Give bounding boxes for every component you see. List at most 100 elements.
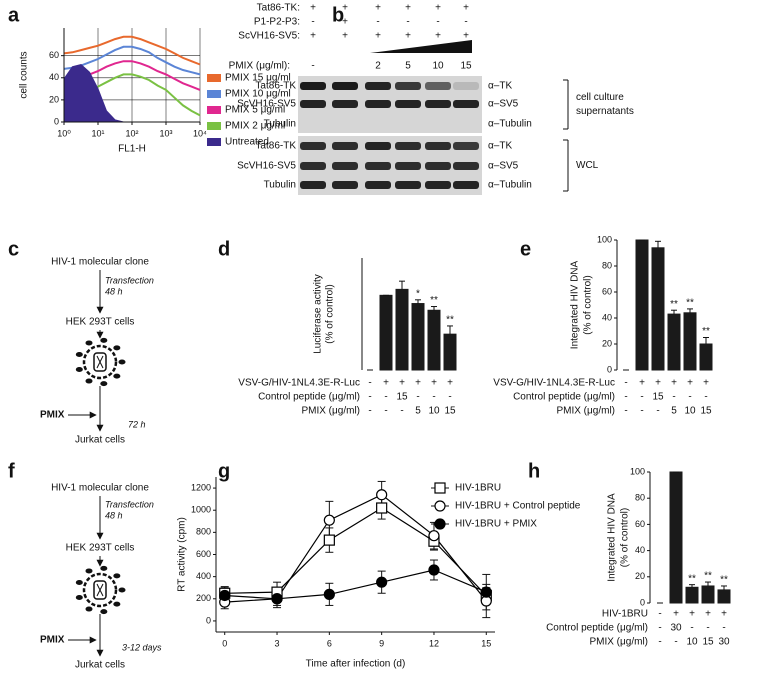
bar [443,333,457,371]
panel-label: g [218,460,230,482]
condition-value: 30 [718,637,730,648]
condition-value: + [687,378,693,389]
condition-value: - [406,17,409,28]
series-line [224,507,487,596]
condition-value: - [624,378,627,389]
virion-icon [113,373,121,379]
condition-value: - [384,392,387,403]
virion-icon [75,351,83,357]
antibody-label: α–SV5 [488,161,519,172]
legend-swatch [207,122,221,130]
condition-value: + [435,3,441,14]
blot-band [395,142,421,150]
blot-band [365,142,391,150]
condition-value: + [375,31,381,42]
legend-marker [434,500,446,512]
virion-icon [113,345,121,351]
marker [376,576,388,588]
panel-label: a [8,4,20,26]
condition-value: 30 [670,623,682,634]
y-tick-label: 1000 [191,505,211,515]
blot-band [332,82,358,90]
condition-value: + [463,31,469,42]
blot-band [395,100,421,108]
legend-marker [434,482,446,494]
antibody-label: α–TK [488,81,512,92]
condition-value: - [690,623,693,634]
panel-label: d [218,238,230,260]
protein-label: ScVH16-SV5 [237,99,296,110]
condition-value: - [368,392,371,403]
condition-value: + [399,378,405,389]
legend-label: PMIX 2 μg/ml [225,121,285,132]
y-tick-label: 20 [49,94,59,104]
condition-value: + [689,609,695,620]
virion-icon [85,568,93,574]
virion-icon [75,579,83,585]
blot-band [395,162,421,170]
y-tick-label: 100 [597,234,612,244]
condition-value: 15 [700,406,712,417]
condition-value: + [705,609,711,620]
y-axis-label: Luciferase activity [313,274,324,353]
condition-label: VSV-G/HIV-1NL4.3E-R-Luc [493,378,615,389]
y-axis-label: RT activity (cpm) [177,517,188,592]
condition-value: - [656,406,659,417]
legend-label: PMIX 5 μg/ml [225,105,285,116]
condition-value: + [405,3,411,14]
x-tick-label: 3 [275,638,280,648]
condition-value: + [673,609,679,620]
y-tick-label: 40 [49,72,59,82]
condition-value: - [658,637,661,648]
y-tick-label: 100 [630,466,645,476]
condition-value: - [436,17,439,28]
transfection-label: 48 h [105,286,123,296]
x-tick-label: 10⁰ [57,128,71,138]
bar [699,343,713,371]
blot-band [300,82,326,90]
blot-band [453,181,479,189]
legend-label: HIV-1BRU + PMIX [455,519,537,530]
blot-band [365,82,391,90]
bar [651,247,665,371]
transfection-label: Transfection [105,499,154,509]
panel-label: h [528,460,540,482]
blot-band [332,162,358,170]
bar [685,586,699,604]
group-label: cell culture [576,92,624,103]
condition-value: 15 [652,392,664,403]
bar [427,309,441,371]
condition-label: HIV-1BRU [602,609,648,620]
legend-swatch [207,90,221,98]
condition-value: - [376,17,379,28]
protein-label: Tat86-TK [255,81,296,92]
condition-label: P1-P2-P3: [254,17,300,28]
antibody-label: α–SV5 [488,99,519,110]
condition-value: - [368,378,371,389]
condition-value: + [639,378,645,389]
y-tick-label: 0 [640,597,645,607]
significance: ** [670,299,678,310]
bar [701,585,715,604]
marker [428,564,440,576]
protein-label: Tubulin [264,180,296,191]
condition-value: 5 [671,406,677,417]
dna-icon [96,355,104,369]
condition-value: + [435,31,441,42]
blot-band [332,181,358,189]
condition-label: PMIX (μg/ml) [589,637,648,648]
y-axis-label: (% of control) [620,508,631,567]
bar [669,471,683,604]
dna-icon [96,583,104,597]
blot-band [365,181,391,189]
bar [683,312,697,371]
panel-label: b [332,4,344,26]
panel-label: e [520,238,531,260]
condition-value: - [416,392,419,403]
group-label: supernatants [576,106,634,117]
condition-value: - [400,406,403,417]
y-tick-label: 600 [196,549,211,559]
dose-value: 5 [405,61,411,72]
